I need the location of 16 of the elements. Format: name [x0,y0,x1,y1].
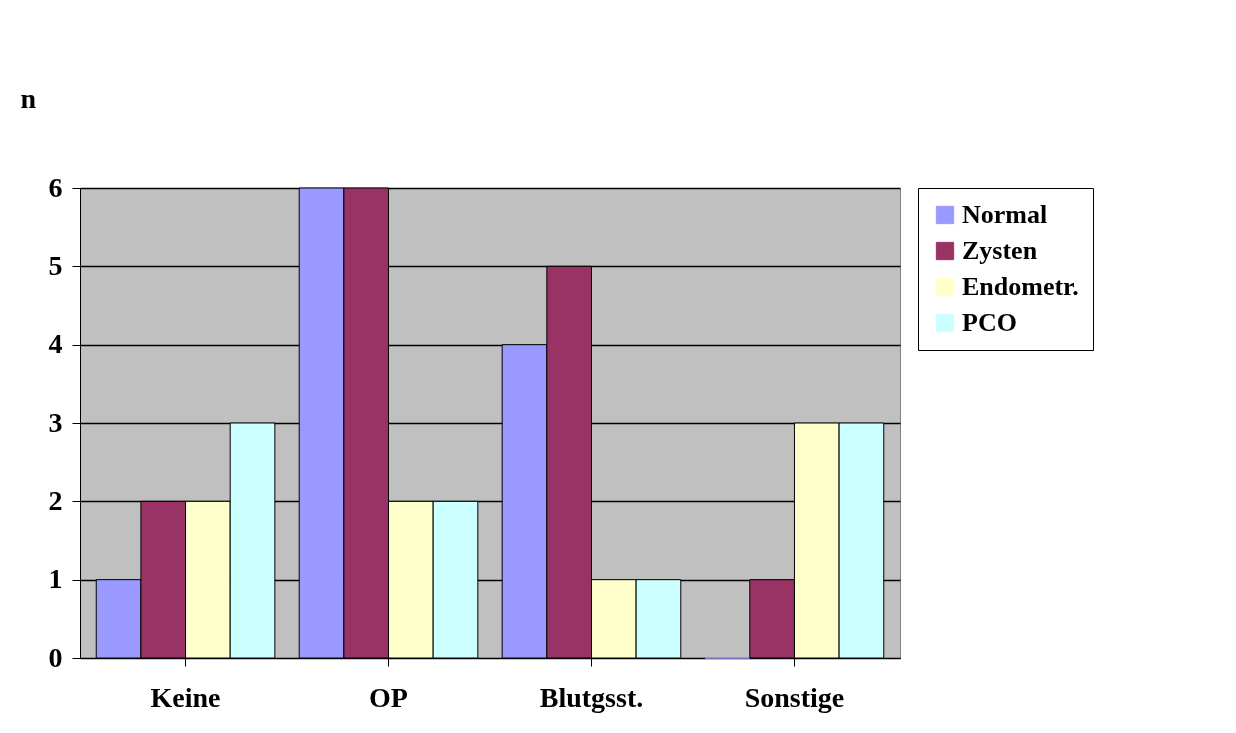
x-tick-label: OP [369,681,408,713]
legend-label: Zysten [962,236,1038,265]
y-tick-label: 4 [48,328,63,360]
legend-label: Normal [962,200,1048,229]
y-tick-label: 2 [48,484,63,516]
y-tick-label: 6 [48,171,63,203]
x-tick-label: Keine [150,681,221,713]
y-tick-label: 1 [48,563,63,595]
y-tick-label: 3 [48,406,63,438]
x-tick-label: Sonstige [744,681,845,713]
y-axis-title: n [20,82,37,114]
y-tick-label: 0 [48,641,63,673]
x-tick-label: Blutgsst. [539,681,644,713]
y-tick-label: 5 [48,249,63,281]
legend-label: Endometr. [962,272,1079,301]
legend-label: PCO [962,308,1017,337]
